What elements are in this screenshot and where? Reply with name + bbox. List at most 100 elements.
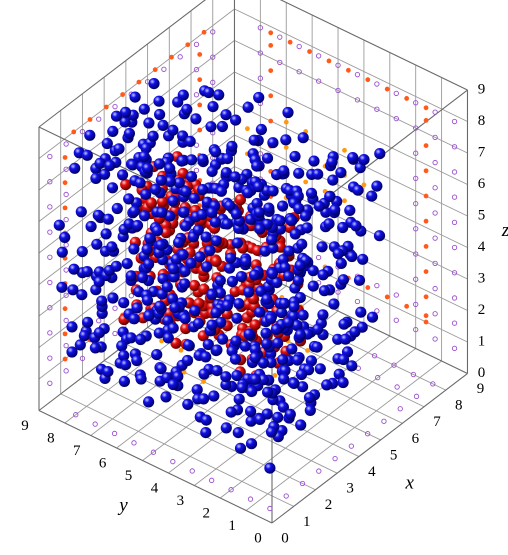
- blue-sphere: [169, 302, 181, 314]
- wall-ring: [47, 254, 53, 260]
- blue-sphere: [194, 251, 206, 263]
- blue-sphere: [131, 354, 143, 367]
- blue-sphere: [179, 313, 191, 325]
- wall-outline-dot: [268, 93, 274, 99]
- blue-sphere: [167, 322, 179, 334]
- blue-sphere: [160, 391, 172, 403]
- blue-sphere: [178, 206, 190, 218]
- blue-sphere: [253, 206, 265, 218]
- wall-outline-dot: [62, 180, 68, 186]
- wall-outline-dot: [423, 105, 429, 111]
- blue-sphere: [225, 252, 237, 264]
- blue-sphere: [129, 91, 141, 103]
- blue-sphere: [231, 370, 243, 382]
- blue-sphere: [110, 260, 122, 272]
- blue-sphere: [346, 250, 358, 263]
- blue-sphere: [76, 289, 88, 301]
- x-tick-label: 9: [477, 381, 485, 397]
- blue-sphere: [261, 338, 273, 350]
- blue-sphere: [155, 174, 167, 186]
- blue-sphere: [277, 401, 289, 413]
- wall-ring: [432, 134, 438, 141]
- blue-sphere: [138, 103, 150, 115]
- blue-sphere: [197, 184, 209, 196]
- blue-sphere: [93, 276, 105, 288]
- blue-sphere: [89, 342, 101, 354]
- blue-sphere: [128, 205, 141, 217]
- blue-sphere: [56, 281, 68, 293]
- blue-sphere: [66, 346, 78, 358]
- blue-sphere: [206, 207, 218, 219]
- blue-sphere: [157, 119, 169, 131]
- blue-sphere: [198, 368, 210, 380]
- blue-sphere: [198, 393, 210, 405]
- wall-ring: [432, 159, 438, 166]
- blue-sphere: [255, 123, 267, 136]
- blue-sphere: [276, 306, 288, 319]
- blue-sphere: [184, 135, 196, 147]
- wall-ring: [413, 251, 419, 257]
- blue-sphere: [220, 109, 232, 121]
- blue-sphere: [253, 91, 265, 104]
- blue-sphere: [249, 343, 261, 356]
- blue-sphere: [151, 349, 163, 361]
- blue-sphere: [296, 238, 308, 250]
- blue-sphere: [118, 297, 130, 309]
- blue-sphere: [101, 137, 113, 150]
- wall-ring: [128, 293, 134, 299]
- wall-ring: [451, 194, 458, 200]
- gridline-xwall-z8: [234, 8, 468, 122]
- frame-edge-0: [271, 373, 468, 524]
- blue-sphere: [151, 225, 163, 237]
- wall-ring: [413, 301, 419, 308]
- blue-sphere: [84, 129, 96, 141]
- floor-ring: [209, 477, 215, 483]
- blue-sphere: [74, 339, 86, 351]
- wall-outline-dot: [268, 68, 274, 74]
- blue-sphere: [231, 237, 243, 249]
- wall-ring: [79, 128, 86, 135]
- blue-sphere: [93, 327, 105, 339]
- blue-sphere: [117, 169, 129, 181]
- blue-sphere: [205, 121, 217, 133]
- blue-sphere: [278, 165, 290, 177]
- floor-ring: [73, 412, 79, 418]
- blue-sphere: [190, 113, 202, 125]
- y-tick-label: 7: [73, 443, 81, 459]
- blue-sphere: [123, 193, 135, 205]
- wall-ring: [79, 355, 86, 362]
- blue-sphere: [230, 114, 242, 126]
- blue-sphere: [107, 292, 119, 304]
- wall-outline-dot: [423, 193, 429, 199]
- blue-sphere: [314, 363, 326, 375]
- blue-sphere: [307, 265, 319, 277]
- blue-sphere: [85, 220, 97, 233]
- floor-ring: [131, 440, 137, 446]
- y-tick-label: 2: [202, 505, 210, 521]
- blue-sphere: [143, 258, 155, 270]
- blue-sphere: [96, 295, 108, 307]
- wall-outline-dot: [365, 77, 371, 83]
- blue-sphere: [180, 220, 192, 232]
- wall-outline-dot: [71, 129, 77, 135]
- x-tick-label: 1: [303, 514, 311, 530]
- blue-sphere: [234, 442, 247, 454]
- blue-sphere: [210, 307, 222, 319]
- blue-sphere: [299, 210, 312, 222]
- wall-ring: [277, 59, 283, 66]
- blue-sphere: [221, 299, 233, 312]
- wall-ring: [63, 191, 69, 198]
- blue-sphere: [203, 86, 215, 99]
- wall-gold-dot: [342, 198, 347, 204]
- blue-sphere: [102, 213, 114, 225]
- blue-sphere: [143, 396, 155, 408]
- blue-sphere: [311, 341, 323, 353]
- wall-outline-dot: [152, 67, 158, 73]
- z-tick-label: 6: [478, 176, 486, 192]
- z-tick-label: 7: [478, 144, 486, 160]
- wall-outline-dot: [423, 118, 429, 123]
- y-tick-label: 0: [254, 530, 262, 546]
- blue-sphere: [332, 248, 344, 260]
- gridline-xwall-z7: [234, 40, 468, 154]
- z-tick-label: 3: [478, 270, 486, 286]
